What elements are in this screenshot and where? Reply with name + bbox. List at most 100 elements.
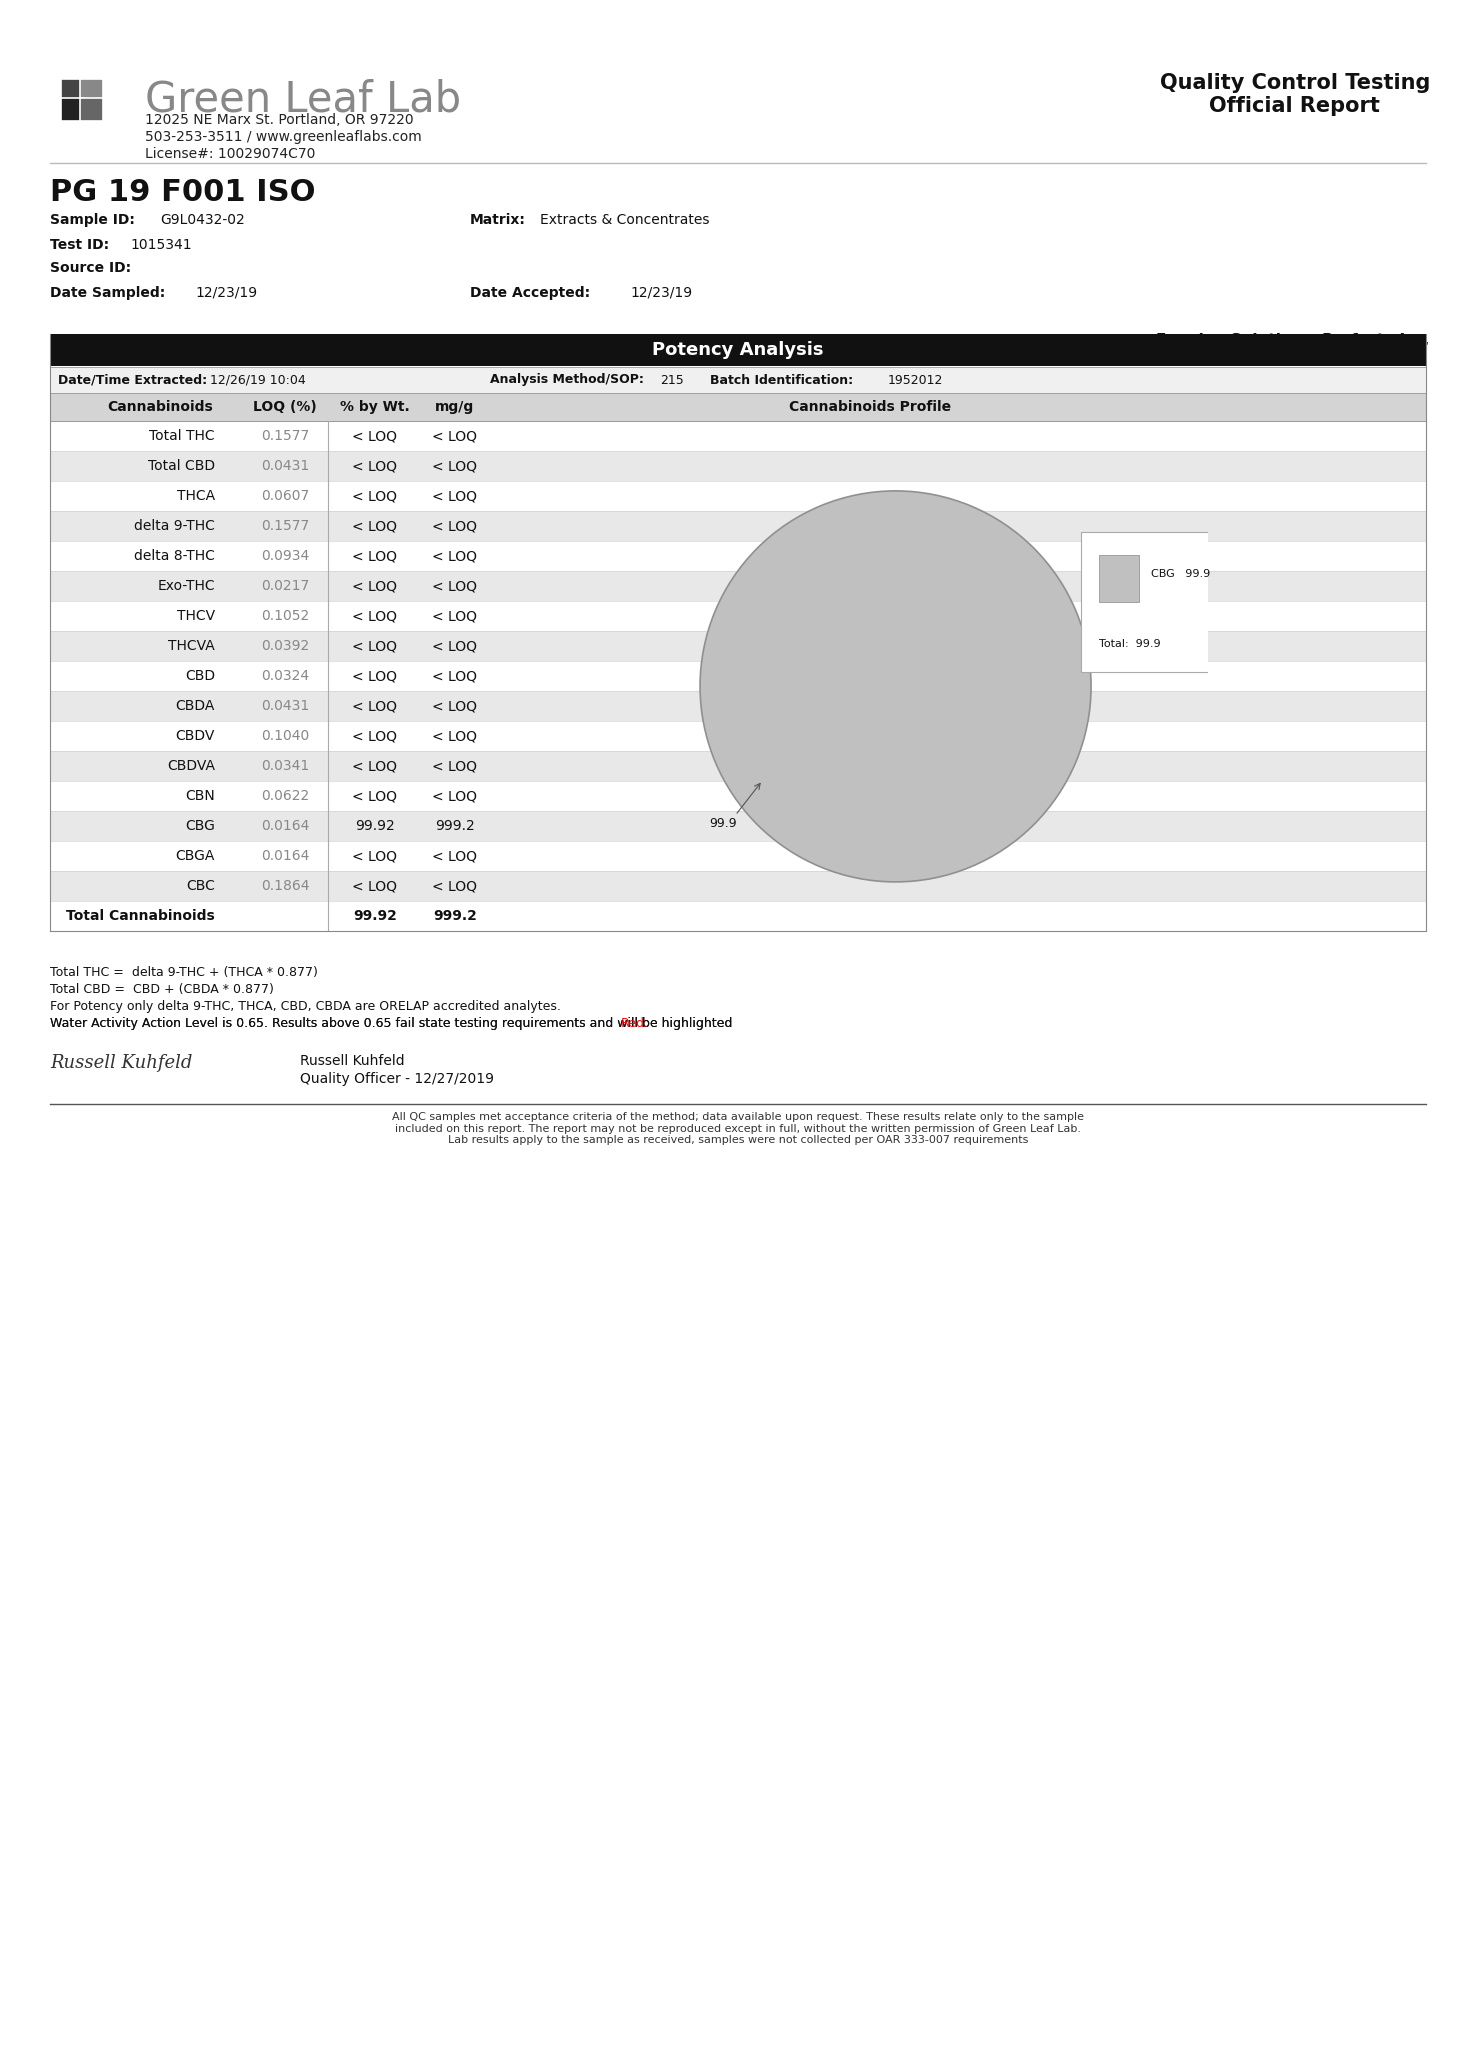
Text: < LOQ: < LOQ <box>353 518 397 532</box>
Text: < LOQ: < LOQ <box>353 698 397 713</box>
Text: Total CBD: Total CBD <box>148 459 215 473</box>
Text: All QC samples met acceptance criteria of the method; data available upon reques: All QC samples met acceptance criteria o… <box>393 1112 1083 1145</box>
Text: Total THC =  delta 9-THC + (THCA * 0.877): Total THC = delta 9-THC + (THCA * 0.877) <box>50 967 317 979</box>
FancyBboxPatch shape <box>50 571 1426 600</box>
Text: Green Leaf Lab: Green Leaf Lab <box>145 78 461 121</box>
FancyBboxPatch shape <box>50 422 1426 451</box>
Text: Total CBD =  CBD + (CBDA * 0.877): Total CBD = CBD + (CBDA * 0.877) <box>50 983 275 995</box>
Text: Source ID:: Source ID: <box>50 260 131 274</box>
Text: delta 8-THC: delta 8-THC <box>134 549 215 563</box>
Text: Test ID:: Test ID: <box>50 238 109 252</box>
Text: Water Activity Action Level is 0.65. Results above 0.65 fail state testing requi: Water Activity Action Level is 0.65. Res… <box>50 1018 737 1030</box>
Text: 12/23/19: 12/23/19 <box>195 287 257 299</box>
Text: < LOQ: < LOQ <box>432 428 478 442</box>
Text: 0.0164: 0.0164 <box>261 850 308 862</box>
FancyBboxPatch shape <box>50 600 1426 631</box>
Text: Russell Kuhfeld: Russell Kuhfeld <box>50 1055 192 1071</box>
FancyBboxPatch shape <box>50 631 1426 662</box>
Text: Red.: Red. <box>621 1018 649 1030</box>
Text: < LOQ: < LOQ <box>432 459 478 473</box>
Text: Matrix:: Matrix: <box>469 213 525 227</box>
Text: THCV: THCV <box>177 608 215 623</box>
Text: % by Wt.: % by Wt. <box>339 399 410 414</box>
Text: CBC: CBC <box>186 879 215 893</box>
Text: License#: 10029074C70: License#: 10029074C70 <box>145 147 316 162</box>
Text: 999.2: 999.2 <box>435 819 475 834</box>
Text: < LOQ: < LOQ <box>432 698 478 713</box>
Text: 0.0217: 0.0217 <box>261 580 308 594</box>
Text: < LOQ: < LOQ <box>353 639 397 653</box>
Text: G9L0432-02: G9L0432-02 <box>159 213 245 227</box>
Text: < LOQ: < LOQ <box>432 760 478 772</box>
Polygon shape <box>80 98 103 121</box>
Text: Total THC: Total THC <box>149 428 215 442</box>
Text: mg/g: mg/g <box>435 399 475 414</box>
Text: Total:  99.9: Total: 99.9 <box>1098 639 1160 649</box>
Text: 503-253-3511 / www.greenleaflabs.com: 503-253-3511 / www.greenleaflabs.com <box>145 129 422 143</box>
Text: CBD: CBD <box>184 670 215 682</box>
Text: 12/23/19: 12/23/19 <box>630 287 692 299</box>
Text: delta 9-THC: delta 9-THC <box>134 518 215 532</box>
FancyBboxPatch shape <box>50 512 1426 541</box>
Text: Quality Control Testing
Official Report: Quality Control Testing Official Report <box>1160 74 1430 117</box>
Text: Date Sampled:: Date Sampled: <box>50 287 165 299</box>
Text: < LOQ: < LOQ <box>432 549 478 563</box>
Text: THCVA: THCVA <box>168 639 215 653</box>
Text: 0.0164: 0.0164 <box>261 819 308 834</box>
FancyBboxPatch shape <box>50 451 1426 481</box>
Text: 0.0341: 0.0341 <box>261 760 308 772</box>
Text: < LOQ: < LOQ <box>432 788 478 803</box>
Text: Quality Officer - 12/27/2019: Quality Officer - 12/27/2019 <box>300 1071 494 1085</box>
Text: Batch Identification:: Batch Identification: <box>710 373 853 387</box>
Text: Water Activity Action Level is 0.65. Results above 0.65 fail state testing requi: Water Activity Action Level is 0.65. Res… <box>50 1018 765 1030</box>
Text: CBGA: CBGA <box>176 850 215 862</box>
Text: Sample ID:: Sample ID: <box>50 213 134 227</box>
Text: 1015341: 1015341 <box>130 238 192 252</box>
FancyBboxPatch shape <box>1098 555 1139 602</box>
Text: Date/Time Extracted:: Date/Time Extracted: <box>58 373 207 387</box>
Text: 999.2: 999.2 <box>432 909 477 924</box>
Text: Cannabinoids: Cannabinoids <box>108 399 213 414</box>
FancyBboxPatch shape <box>50 481 1426 512</box>
FancyBboxPatch shape <box>1082 532 1382 672</box>
Text: 0.1040: 0.1040 <box>261 729 308 743</box>
Text: Cannabinoids Profile: Cannabinoids Profile <box>790 399 951 414</box>
Text: < LOQ: < LOQ <box>353 729 397 743</box>
Wedge shape <box>700 492 1091 883</box>
Text: 12025 NE Marx St. Portland, OR 97220: 12025 NE Marx St. Portland, OR 97220 <box>145 113 413 127</box>
FancyBboxPatch shape <box>50 690 1426 721</box>
Text: 0.0431: 0.0431 <box>261 698 308 713</box>
Text: For Potency only delta 9-THC, THCA, CBD, CBDA are ORELAP accredited analytes.: For Potency only delta 9-THC, THCA, CBD,… <box>50 999 561 1014</box>
FancyBboxPatch shape <box>50 901 1426 932</box>
Text: < LOQ: < LOQ <box>432 670 478 682</box>
Text: 99.92: 99.92 <box>353 909 397 924</box>
Text: Exo-THC: Exo-THC <box>158 580 215 594</box>
Text: < LOQ: < LOQ <box>353 608 397 623</box>
Text: Extracts & Concentrates: Extracts & Concentrates <box>540 213 710 227</box>
Text: < LOQ: < LOQ <box>353 580 397 594</box>
Text: < LOQ: < LOQ <box>353 760 397 772</box>
Text: < LOQ: < LOQ <box>432 489 478 504</box>
Text: < LOQ: < LOQ <box>432 639 478 653</box>
FancyBboxPatch shape <box>50 721 1426 752</box>
Text: THCA: THCA <box>177 489 215 504</box>
FancyBboxPatch shape <box>50 811 1426 842</box>
Text: 0.1577: 0.1577 <box>261 428 308 442</box>
Text: < LOQ: < LOQ <box>353 489 397 504</box>
Polygon shape <box>80 80 103 102</box>
Text: 99.92: 99.92 <box>356 819 396 834</box>
Text: < LOQ: < LOQ <box>353 879 397 893</box>
Text: CBDVA: CBDVA <box>167 760 215 772</box>
Text: CBG   99.9: CBG 99.9 <box>1151 569 1210 580</box>
Text: < LOQ: < LOQ <box>353 850 397 862</box>
Text: < LOQ: < LOQ <box>353 549 397 563</box>
Polygon shape <box>61 80 84 102</box>
Text: 0.0607: 0.0607 <box>261 489 308 504</box>
Text: 0.0934: 0.0934 <box>261 549 308 563</box>
Text: 0.0431: 0.0431 <box>261 459 308 473</box>
Text: CBDV: CBDV <box>176 729 215 743</box>
Text: 0.0622: 0.0622 <box>261 788 308 803</box>
Text: < LOQ: < LOQ <box>432 850 478 862</box>
Text: < LOQ: < LOQ <box>432 608 478 623</box>
Text: < LOQ: < LOQ <box>432 879 478 893</box>
